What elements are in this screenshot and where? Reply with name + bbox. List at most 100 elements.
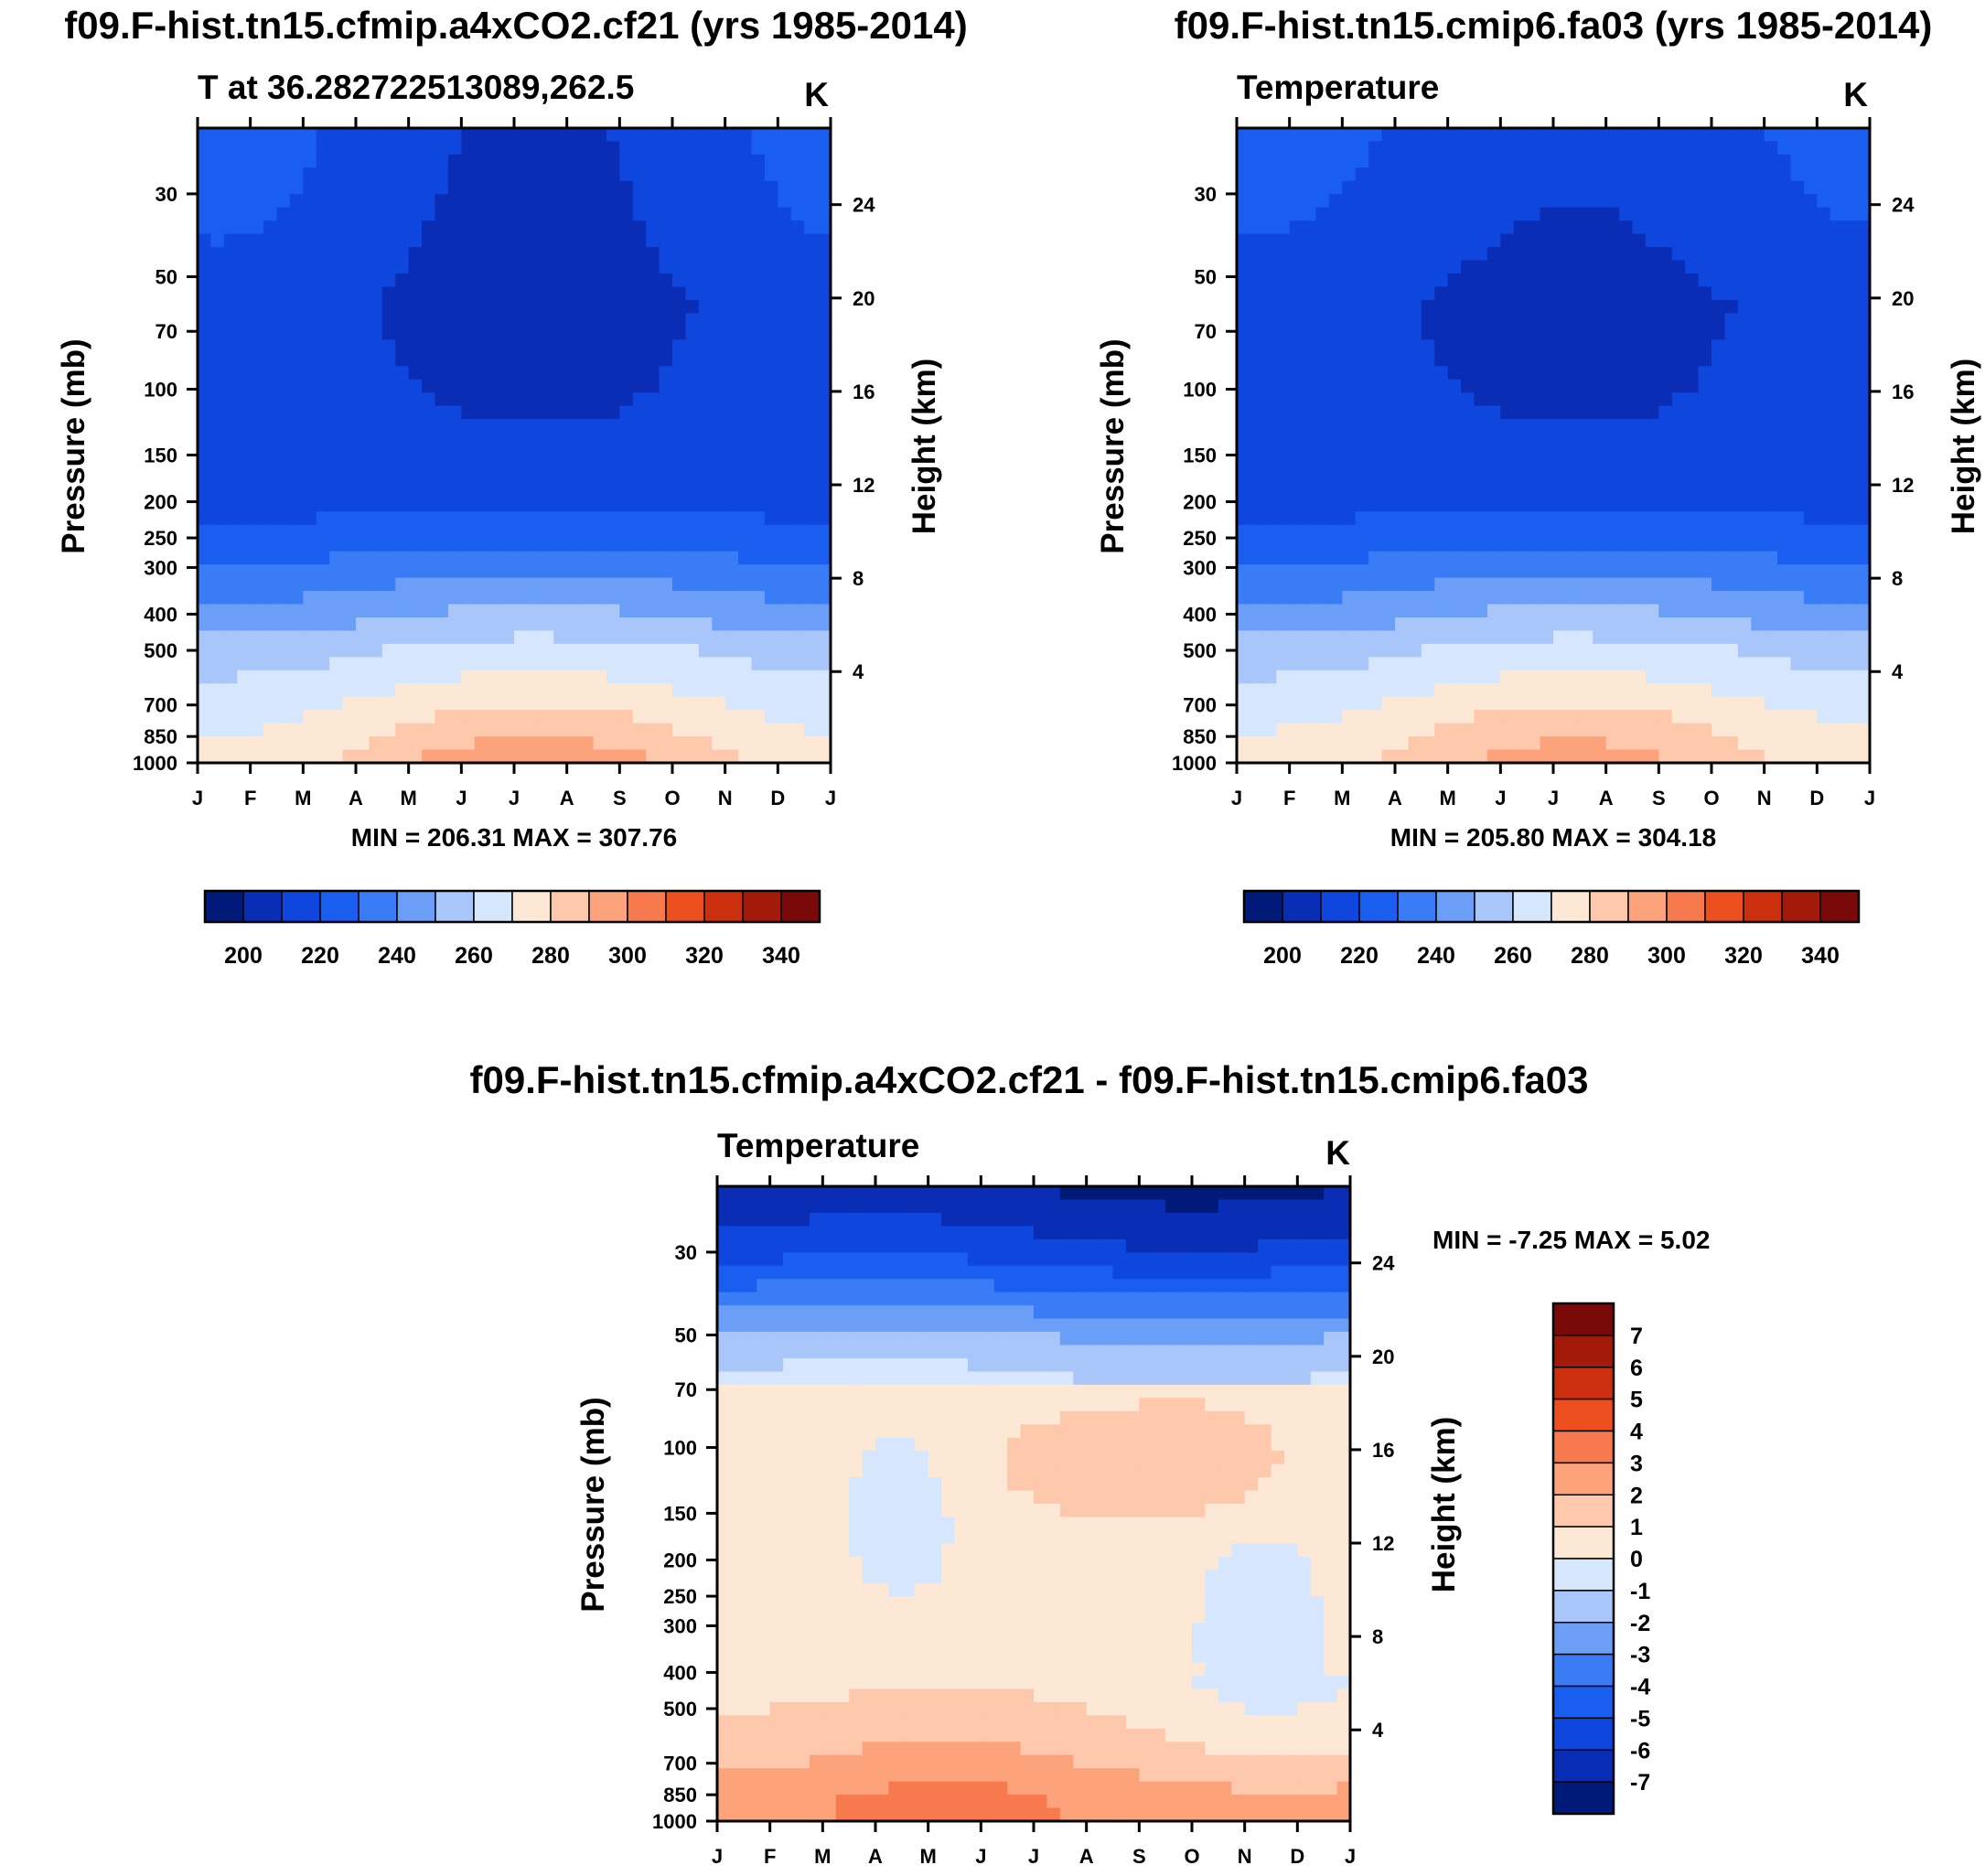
contour-cell: [566, 180, 581, 195]
contour-cell: [1262, 498, 1277, 512]
contour-cell: [381, 604, 396, 618]
contour-cell: [743, 1517, 757, 1531]
contour-cell: [717, 1437, 732, 1452]
contour-cell: [698, 736, 713, 751]
contour-cell: [1486, 379, 1501, 393]
contour-cell: [1434, 564, 1449, 579]
contour-cell: [778, 273, 792, 288]
contour-cell: [342, 167, 357, 182]
contour-cell: [527, 299, 542, 315]
contour-cell: [381, 392, 396, 407]
contour-cell: [303, 313, 317, 327]
contour-cell: [730, 1410, 745, 1425]
contour-cell: [1632, 670, 1647, 684]
contour-cell: [743, 1451, 757, 1465]
contour-cell: [1527, 604, 1541, 618]
contour-cell: [237, 392, 252, 407]
contour-cell: [1685, 352, 1700, 367]
contour-cell: [698, 524, 713, 539]
contour-cell: [1395, 326, 1410, 340]
contour-cell: [488, 273, 502, 288]
contour-cell: [1500, 577, 1515, 592]
contour-cell: [1315, 247, 1330, 262]
contour-cell: [1237, 670, 1251, 684]
contour-cell: [1553, 352, 1568, 367]
contour-cell: [672, 379, 687, 393]
contour-cell: [698, 379, 713, 393]
contour-cell: [356, 485, 370, 499]
contour-cell: [1447, 591, 1462, 606]
contour-cell: [514, 128, 529, 143]
contour-cell: [514, 339, 529, 354]
contour-cell: [1447, 736, 1462, 751]
contour-cell: [1315, 379, 1330, 393]
contour-cell: [606, 485, 620, 499]
contour-cell: [1593, 551, 1607, 565]
contour-cell: [1790, 736, 1805, 751]
contour-cell: [743, 1252, 757, 1267]
contour-cell: [1553, 749, 1568, 763]
contour-cell: [1605, 696, 1620, 711]
contour-cell: [408, 577, 423, 592]
contour-cell: [804, 524, 819, 539]
contour-cell: [356, 180, 370, 195]
contour-cell: [1461, 538, 1475, 552]
pressure-tick-label: 100: [144, 379, 177, 402]
contour-cell: [1289, 445, 1304, 460]
contour-cell: [381, 683, 396, 698]
contour-cell: [210, 696, 225, 711]
contour-cell: [1513, 643, 1528, 658]
contour-cell: [817, 419, 831, 434]
contour-cell: [1355, 154, 1369, 168]
contour-cell: [1553, 141, 1568, 155]
contour-cell: [289, 551, 304, 565]
contour-cell: [724, 233, 739, 248]
contour-cell: [1540, 458, 1554, 473]
contour-cell: [804, 247, 819, 262]
contour-cell: [527, 286, 542, 301]
contour-cell: [1817, 220, 1831, 235]
contour-cell: [1540, 670, 1554, 684]
contour-cell: [369, 511, 383, 526]
contour-cell: [1237, 657, 1251, 671]
contour-cell: [756, 1252, 771, 1267]
contour-cell: [447, 419, 462, 434]
contour-cell: [1777, 630, 1792, 645]
contour-cell: [263, 630, 278, 645]
contour-cell: [488, 723, 502, 737]
contour-cell: [329, 736, 344, 751]
contour-cell: [1540, 260, 1554, 274]
contour-cell: [717, 1609, 732, 1624]
contour-cell: [422, 299, 436, 315]
contour-cell: [514, 657, 529, 671]
contour-cell: [698, 419, 713, 434]
contour-cell: [1658, 458, 1673, 473]
contour-cell: [1698, 366, 1712, 381]
contour-cell: [369, 299, 383, 315]
contour-cell: [1803, 670, 1818, 684]
contour-cell: [1711, 141, 1726, 155]
contour-cell: [488, 511, 502, 526]
contour-cell: [1328, 630, 1343, 645]
contour-cell: [1658, 723, 1673, 737]
contour-cell: [1579, 616, 1593, 632]
contour-cell: [1843, 180, 1858, 195]
contour-cell: [1671, 352, 1686, 367]
contour-cell: [817, 392, 831, 407]
contour-cell: [778, 538, 792, 552]
contour-cell: [1262, 591, 1277, 606]
contour-cell: [395, 141, 410, 155]
panel-1-contour-field: [198, 128, 831, 763]
contour-cell: [1790, 485, 1805, 499]
contour-cell: [1461, 167, 1475, 182]
contour-cell: [1671, 128, 1686, 143]
contour-cell: [1566, 564, 1581, 579]
contour-cell: [817, 577, 831, 592]
contour-cell: [790, 591, 805, 606]
contour-cell: [540, 445, 554, 460]
contour-cell: [1645, 657, 1659, 671]
contour-cell: [1671, 260, 1686, 274]
contour-cell: [1593, 220, 1607, 235]
contour-cell: [553, 445, 568, 460]
contour-cell: [1856, 405, 1870, 420]
